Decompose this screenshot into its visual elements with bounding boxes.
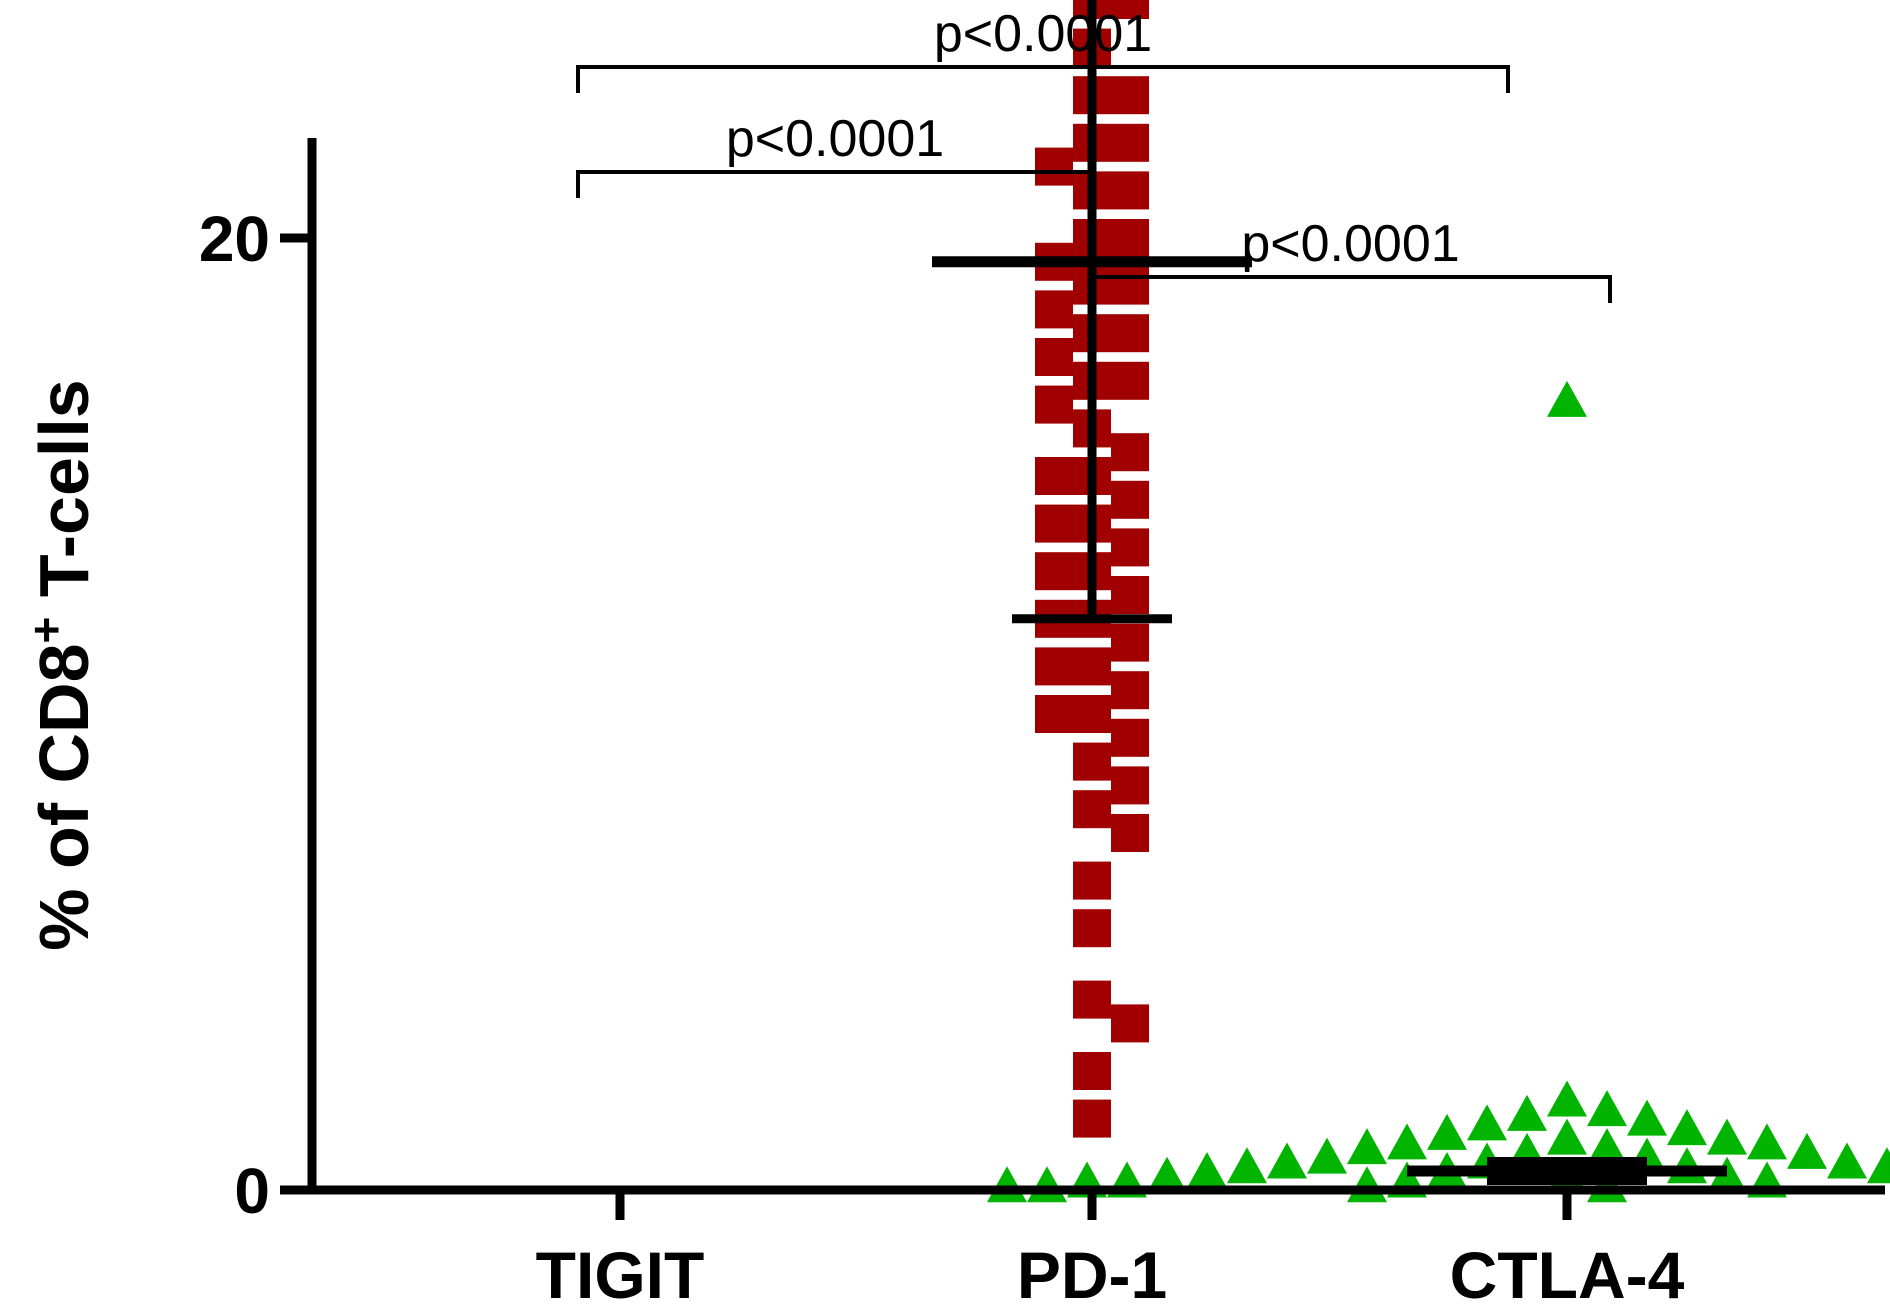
pd-1-point (1111, 1004, 1149, 1043)
ctla-4-point (1547, 380, 1587, 417)
y-axis-label-main: % of CD8 (25, 643, 103, 950)
pd-1-point (1035, 147, 1073, 186)
pd-1-point (1111, 123, 1149, 162)
ctla-4-point (1027, 1166, 1067, 1203)
x-tick-label-tigit: TIGIT (536, 1238, 705, 1308)
pd-1-point (1073, 909, 1111, 948)
ctla-4-point (1227, 1147, 1267, 1184)
pd-1-point (1111, 314, 1149, 353)
pd-1-point (1111, 671, 1149, 710)
pd-1-point (1073, 647, 1111, 686)
y-ticks: 020406080100 (199, 203, 312, 1227)
ctla-4-point (1747, 1123, 1787, 1160)
bracket-tigit-vs-pd-1-p-value: p<0.0001 (726, 110, 944, 168)
pd-1-point (1111, 766, 1149, 805)
pd-1-point (1073, 742, 1111, 781)
pd-1-point (1073, 1052, 1111, 1090)
pd-1-point (1073, 1099, 1111, 1138)
pd-1-point (1035, 338, 1073, 376)
ctla-4-point (1347, 1166, 1387, 1203)
pd-1-point (1073, 980, 1111, 1019)
bracket-tigit-vs-ctla-4-p-value: p<0.0001 (934, 5, 1152, 63)
ctla-4-point (1867, 1147, 1890, 1184)
ctla-4-point (1587, 1128, 1627, 1165)
pd-1-point (1111, 171, 1149, 210)
pd-1-point (1111, 0, 1149, 19)
ctla-4-point (1547, 1080, 1587, 1117)
ctla-4-point (1427, 1113, 1467, 1150)
pd-1-point (1111, 219, 1149, 257)
pd-1-point (1111, 361, 1149, 400)
ctla-4-point (1827, 1142, 1867, 1179)
pd-1-point (1111, 576, 1149, 614)
bracket-tigit-vs-ctla-4 (576, 65, 1510, 93)
pd-1-point (1073, 695, 1111, 733)
pd-1-point (1035, 647, 1073, 686)
pd-1-point (1111, 266, 1149, 305)
x-tick-label-pd-1: PD-1 (1017, 1238, 1167, 1308)
ctla-4-point (1667, 1109, 1707, 1146)
ctla-4-point (1787, 1132, 1827, 1169)
pd-1-point (1111, 814, 1149, 852)
pd-1-point (1111, 480, 1149, 519)
pd-1-point (1111, 528, 1149, 567)
pd-1-point (1111, 718, 1149, 757)
y-tick-label: 20 (199, 203, 270, 275)
ctla-4-point (1547, 1118, 1587, 1155)
ctla-4-point (1387, 1123, 1427, 1160)
ctla-4-point (1307, 1137, 1347, 1174)
ctla-4-point (987, 1166, 1027, 1203)
pd-1-point (1035, 457, 1073, 495)
ctla-4-point (1347, 1128, 1387, 1165)
ctla-4-point (1147, 1156, 1187, 1193)
y-axis-label: % of CD8+ T-cells (20, 379, 103, 950)
ctla-4-point (1707, 1118, 1747, 1155)
pd-1-point (1073, 861, 1111, 900)
y-tick-label: 0 (234, 1155, 270, 1227)
x-tick-label-ctla-4: CTLA-4 (1450, 1238, 1685, 1308)
pd-1-point (1073, 790, 1111, 829)
ctla-4-point (1187, 1151, 1227, 1188)
bracket-pd-1-vs-ctla-4 (1089, 275, 1612, 303)
ctla-4-point (1507, 1094, 1547, 1131)
ctla-4-point (1667, 1147, 1707, 1184)
pd-1-point (1035, 552, 1073, 591)
error-bars (932, 0, 1727, 1185)
x-ticks: TIGIT PD-1 CTLA-4 (536, 1190, 1685, 1308)
bracket-tigit-vs-pd-1 (576, 170, 1094, 198)
pd-1-point (1035, 385, 1073, 424)
data-points (987, 0, 1890, 1203)
pd-1-point (1111, 433, 1149, 472)
bracket-pd-1-vs-ctla-4-p-value: p<0.0001 (1241, 215, 1459, 273)
y-axis-label-tail: T-cells (25, 379, 103, 616)
ctla-4-point (1467, 1104, 1507, 1141)
pd-1-point (1111, 76, 1149, 115)
ctla-4-point (1587, 1090, 1627, 1127)
pd-1-point (1111, 623, 1149, 662)
pd-1-point (1035, 504, 1073, 543)
y-axis-label-superscript: + (20, 617, 72, 644)
pd-1-point (1035, 290, 1073, 329)
pd-1-point (1035, 695, 1073, 733)
ctla-4-point (1267, 1142, 1307, 1179)
significance-brackets: p<0.0001 p<0.0001 p<0.0001 (576, 5, 1612, 303)
ctla-4-point (1627, 1099, 1667, 1136)
